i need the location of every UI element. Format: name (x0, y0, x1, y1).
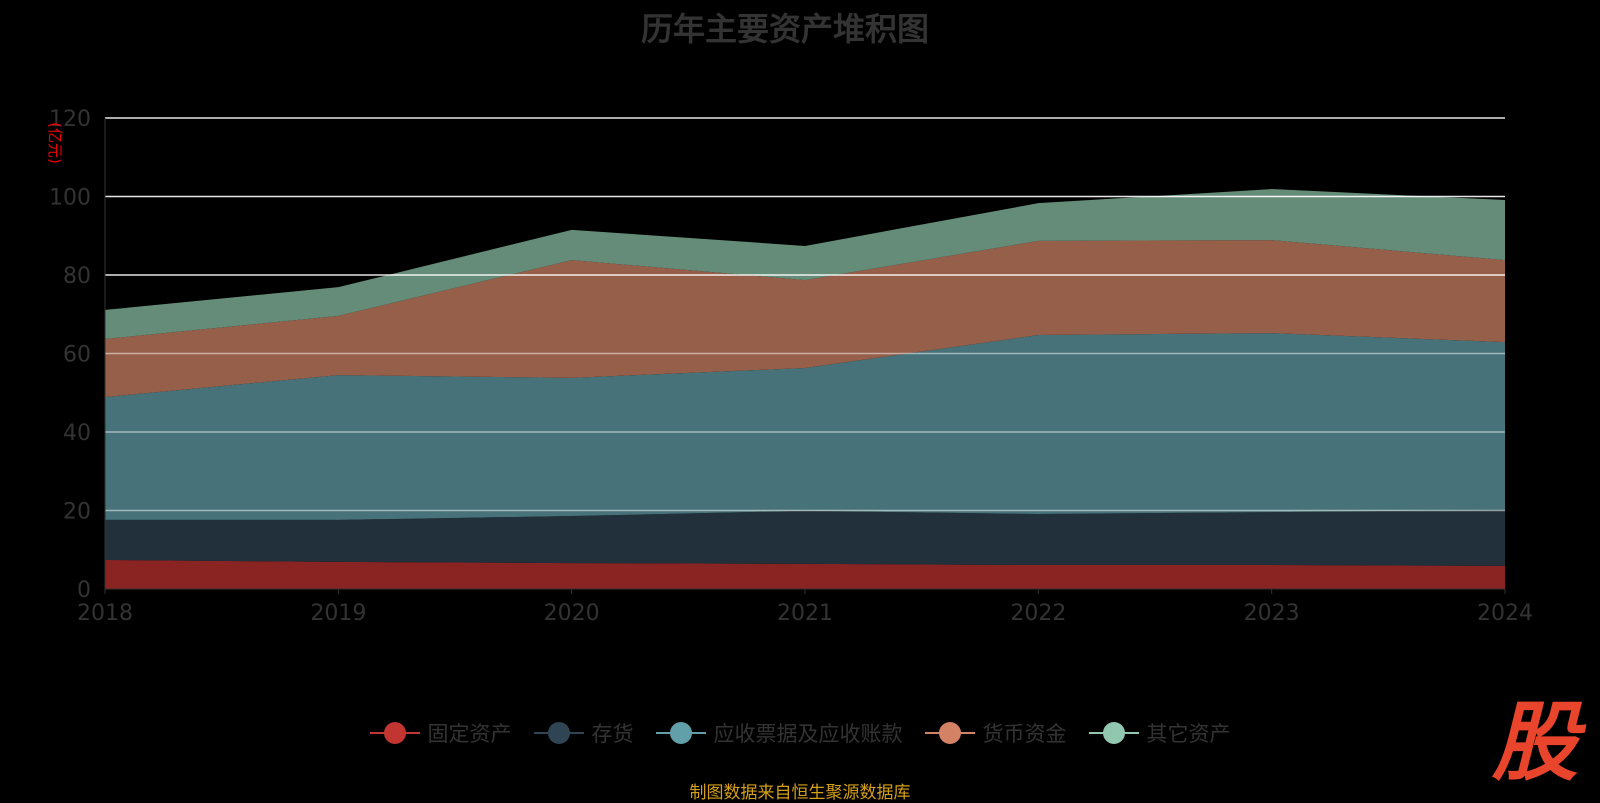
legend-item[interactable]: 存货 (533, 718, 634, 748)
x-tick-label: 2020 (544, 601, 600, 626)
x-tick-label: 2019 (310, 601, 366, 626)
stacked-area-chart: 0 20 40 60 80 100 120 2018 2019 2020 2021 2022 2023 2… (46, 107, 1533, 626)
legend-item[interactable]: 其它资产 (1088, 718, 1231, 748)
legend-marker-icon (533, 721, 584, 745)
legend-item[interactable]: 货币资金 (924, 718, 1067, 748)
y-tick-label: 0 (77, 578, 91, 603)
legend-label: 其它资产 (1146, 722, 1231, 746)
logo: 股 (1492, 693, 1578, 793)
legend-item[interactable]: 应收票据及应收账款 (655, 718, 903, 748)
y-tick-label: 20 (63, 500, 91, 525)
x-tick-label: 2022 (1010, 601, 1066, 626)
chart-title: 历年主要资产堆积图 (640, 10, 929, 48)
legend-label: 固定资产 (427, 722, 512, 746)
legend-marker-icon (655, 721, 706, 745)
legend-label: 应收票据及应收账款 (713, 722, 903, 746)
legend-item[interactable]: 固定资产 (369, 718, 512, 748)
legend-marker-icon (1088, 721, 1139, 745)
x-tick-label: 2018 (77, 601, 133, 626)
area-series-2 (105, 333, 1505, 520)
area-series-4 (105, 189, 1505, 339)
legend: 固定资产 存货 应收票据及应收账款 货币资金 其它资产 (0, 718, 1600, 748)
legend-marker-icon (924, 721, 975, 745)
area-series-1 (105, 510, 1505, 566)
y-tick-label: 120 (49, 107, 91, 132)
y-tick-label: 40 (63, 421, 91, 446)
y-tick-label: 60 (63, 343, 91, 368)
x-tick-label: 2023 (1244, 601, 1300, 626)
legend-marker-icon (369, 721, 420, 745)
y-tick-label: 100 (49, 186, 91, 211)
legend-label: 货币资金 (982, 722, 1067, 746)
legend-label: 存货 (591, 722, 634, 746)
y-axis-unit: (亿元) (46, 122, 64, 164)
area-series-0 (105, 559, 1505, 589)
x-tick-label: 2021 (777, 601, 833, 626)
data-source: 制图数据来自恒生聚源数据库 (689, 783, 911, 803)
x-tick-label: 2024 (1477, 601, 1533, 626)
y-tick-label: 80 (63, 264, 91, 289)
area-series-3 (105, 240, 1505, 398)
